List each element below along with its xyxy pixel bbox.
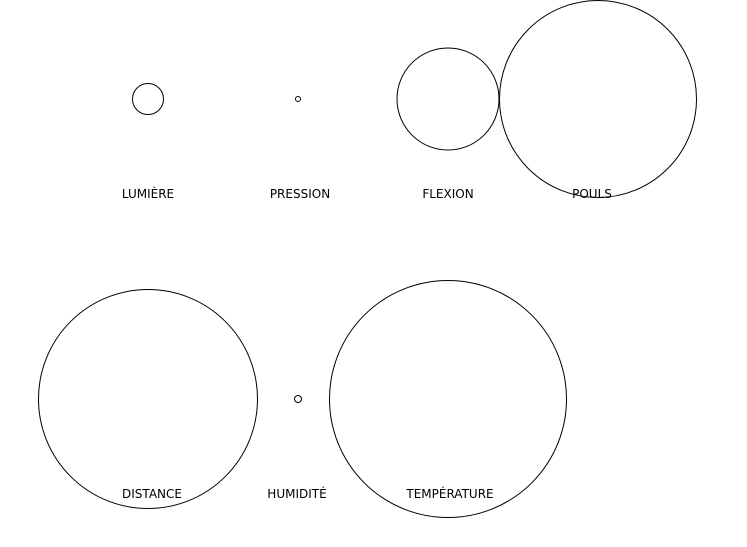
sensor-circle-pression — [295, 96, 301, 102]
sensor-label-humidite: HUMIDITÉ — [267, 487, 327, 501]
sensor-circle-distance — [38, 289, 258, 509]
sensor-label-lumiere: LUMIÈRE — [121, 187, 175, 201]
sensor-label-flexion: FLEXION — [422, 187, 474, 201]
sensor-label-temperature: TEMPÉRATURE — [406, 487, 494, 501]
sensor-circle-flexion — [396, 47, 500, 151]
sensor-circle-humidite — [294, 395, 302, 403]
sensor-circle-pouls — [499, 0, 697, 198]
sensor-label-pouls: POULS — [572, 187, 612, 201]
sensor-circle-lumiere — [132, 83, 164, 115]
sensor-circle-temperature — [329, 280, 567, 518]
sensor-label-pression: PRESSION — [269, 187, 331, 201]
sensor-label-distance: DISTANCE — [122, 487, 182, 501]
